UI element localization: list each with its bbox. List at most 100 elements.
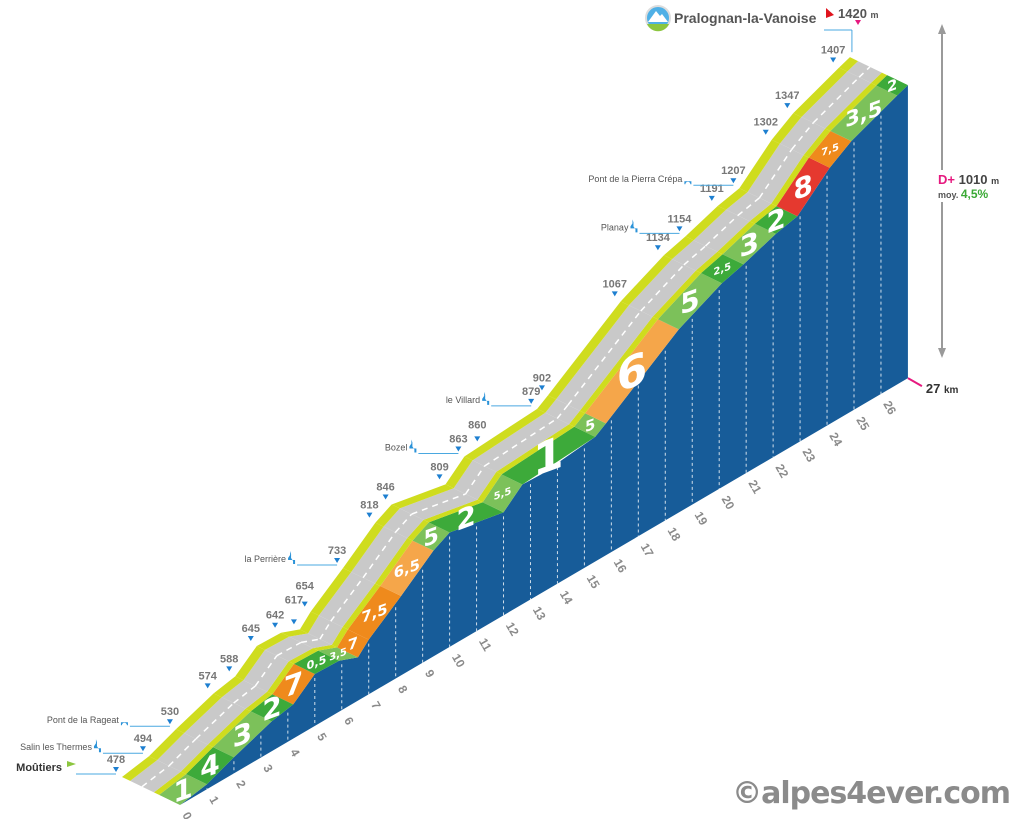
place-label: Salin les Thermes [20, 742, 92, 752]
km-tick-label: 1 [206, 794, 222, 807]
gradient-segment [574, 413, 606, 437]
gradient-segment [754, 206, 798, 234]
road-edge [267, 661, 294, 695]
road-center-line [141, 765, 170, 788]
summary-dplus-value: 1010 [959, 172, 992, 187]
road-edge [445, 456, 473, 489]
km-tick-label: 4 [287, 746, 303, 759]
gradient-label: 2 [766, 200, 785, 240]
place-label: Pont de la Pierra Crépa [588, 174, 682, 184]
arrow-up-icon [938, 24, 946, 34]
elevation-marker-icon [334, 558, 341, 564]
road-center-line [683, 245, 706, 266]
gradient-segment [250, 694, 294, 722]
road-edge [547, 301, 629, 400]
elevation-marker-icon [538, 385, 545, 391]
km-tick-label: 20 [719, 493, 738, 512]
road-edge [464, 408, 546, 461]
elevation-marker-icon [139, 746, 146, 752]
gradient-segment [876, 75, 908, 96]
green-flag-icon [67, 761, 76, 773]
elevation-marker-icon [730, 178, 737, 184]
road-surface [801, 71, 872, 129]
road-center-line [758, 148, 793, 199]
road-edge [537, 395, 557, 413]
gradient-segment [159, 774, 207, 805]
km-tick-label: 7 [368, 699, 384, 712]
summary-avg-label: moy. [938, 190, 961, 200]
km-tick-label: 8 [395, 683, 411, 696]
km-tick-label: 19 [692, 509, 711, 528]
road-edge [871, 72, 888, 86]
road-edge [288, 648, 319, 664]
road-edge [739, 139, 780, 193]
elevation-label: 617 [285, 594, 303, 606]
road-edge [423, 499, 483, 523]
elevation-label: 654 [296, 581, 315, 593]
elevation-marker-icon [528, 398, 535, 404]
gradient-label: 7 [284, 665, 303, 705]
elevation-label: 478 [107, 754, 125, 766]
elevation-label: 879 [522, 386, 540, 398]
road-edge [717, 221, 755, 255]
gradient-segment [318, 647, 358, 661]
place-label: le Villard [446, 395, 480, 405]
road-edge [310, 568, 352, 616]
road-edge [793, 67, 848, 117]
gradient-label: 8 [793, 167, 812, 207]
elevation-marker-icon [247, 636, 254, 642]
road-edge [771, 155, 809, 207]
elevation-label: 809 [430, 461, 448, 473]
elevation-label: 902 [533, 372, 551, 384]
road-center-line [791, 122, 814, 150]
gradient-label: 1 [533, 425, 564, 487]
church-icon [409, 439, 417, 453]
road-edge [579, 316, 658, 414]
gradient-label: 2 [456, 498, 475, 538]
gradient-segment [830, 85, 898, 142]
gradient-segment [428, 502, 504, 533]
road-edge [803, 128, 831, 158]
elevation-label: 733 [328, 545, 346, 557]
elevation-marker-icon [204, 683, 211, 689]
summit-elevation-value: 1420 [838, 6, 871, 21]
km-tick-label: 12 [503, 620, 522, 639]
road-surface [747, 143, 804, 204]
km-tick-label: 14 [557, 588, 576, 607]
road-edge [496, 424, 575, 475]
elevation-marker-icon [455, 446, 462, 452]
elevation-label: 1407 [821, 45, 845, 57]
place-label: Pont de la Rageat [47, 715, 120, 725]
church-icon [93, 739, 101, 753]
gradient-label: 5 [423, 522, 438, 553]
elevation-label: 863 [449, 433, 467, 445]
elevation-label: 846 [376, 481, 394, 493]
elevation-marker-icon [382, 494, 389, 500]
road-surface [130, 760, 181, 793]
elevation-marker-icon [166, 719, 173, 725]
km-tick-label: 6 [341, 715, 357, 728]
road-edge [299, 611, 319, 634]
road-surface [847, 61, 882, 83]
gradient-segment [657, 273, 722, 330]
road-edge [122, 756, 158, 781]
road-edge [825, 82, 877, 131]
elevation-marker-icon [301, 601, 308, 607]
bridge-icon [684, 181, 692, 185]
km-tick-label: 16 [611, 557, 630, 576]
road-edge [663, 236, 694, 260]
road-edge [342, 583, 381, 630]
church-icon [288, 551, 296, 565]
km-tick-label: 26 [880, 398, 899, 417]
road-edge [213, 676, 244, 698]
place-label: la Perrière [245, 554, 287, 564]
road-edge [374, 538, 413, 586]
gradient-segment [585, 319, 679, 424]
road-center-line [319, 620, 332, 640]
elevation-marker-icon [436, 474, 443, 480]
gradient-segment [701, 254, 744, 284]
elevation-marker-icon [113, 767, 119, 772]
road-surface [779, 116, 826, 156]
summit-marker-icon [855, 20, 861, 25]
gradient-label: 5 [585, 415, 595, 436]
